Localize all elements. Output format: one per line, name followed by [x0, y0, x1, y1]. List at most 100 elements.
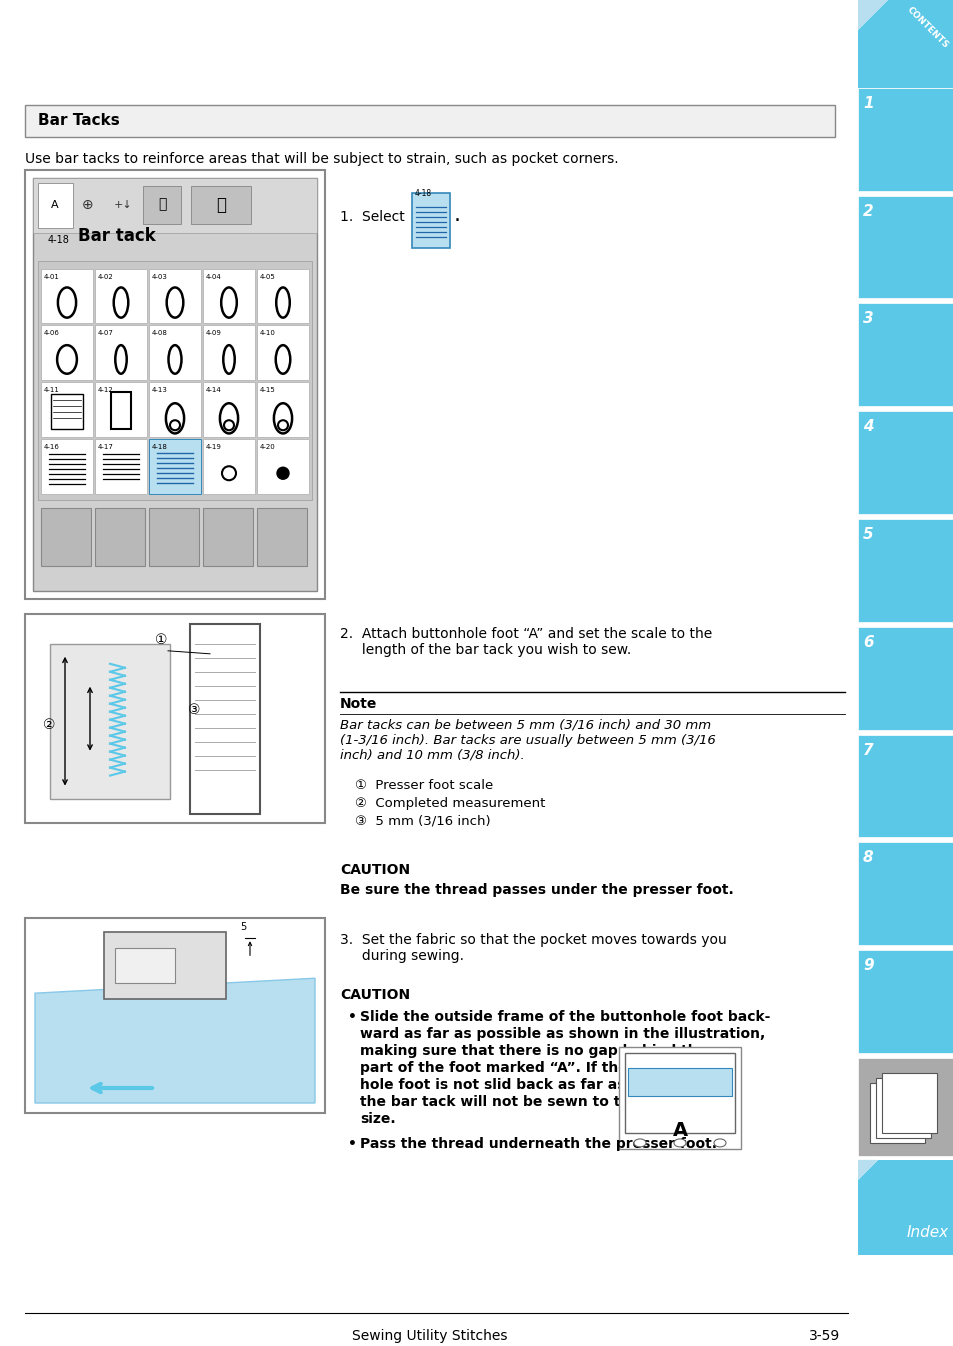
FancyBboxPatch shape	[627, 1069, 731, 1096]
Text: 4-19: 4-19	[206, 444, 222, 450]
FancyBboxPatch shape	[33, 178, 316, 233]
Text: making sure that there is no gap behind the: making sure that there is no gap behind …	[359, 1044, 706, 1058]
Text: 4-09: 4-09	[206, 330, 222, 336]
FancyBboxPatch shape	[149, 507, 199, 565]
Text: 2: 2	[862, 203, 873, 218]
FancyBboxPatch shape	[203, 382, 254, 437]
Text: •: •	[348, 1010, 356, 1024]
Text: 4-05: 4-05	[260, 273, 275, 280]
FancyBboxPatch shape	[33, 178, 316, 591]
Text: 4-02: 4-02	[98, 273, 113, 280]
Text: A: A	[672, 1121, 687, 1140]
Text: 4-12: 4-12	[98, 388, 113, 393]
Polygon shape	[857, 0, 953, 87]
FancyBboxPatch shape	[618, 1047, 740, 1149]
Text: Bar tacks can be between 5 mm (3/16 inch) and 30 mm
(1-3/16 inch). Bar tacks are: Bar tacks can be between 5 mm (3/16 inch…	[339, 719, 715, 762]
Text: +↓: +↓	[113, 199, 132, 210]
FancyBboxPatch shape	[190, 623, 260, 813]
Text: Bar tack: Bar tack	[78, 226, 155, 245]
Text: 3: 3	[862, 311, 873, 327]
FancyBboxPatch shape	[869, 1084, 924, 1143]
Polygon shape	[857, 1058, 953, 1156]
Text: ward as far as possible as shown in the illustration,: ward as far as possible as shown in the …	[359, 1027, 764, 1040]
FancyBboxPatch shape	[412, 192, 450, 248]
Text: Sewing Utility Stitches: Sewing Utility Stitches	[352, 1329, 507, 1342]
Text: 4-13: 4-13	[152, 388, 168, 393]
Text: 4-18: 4-18	[48, 234, 70, 245]
Text: 9: 9	[862, 958, 873, 973]
Text: •: •	[348, 1137, 356, 1151]
Polygon shape	[857, 950, 953, 1053]
Polygon shape	[857, 735, 953, 837]
Text: 4-06: 4-06	[44, 330, 60, 336]
Text: 4-15: 4-15	[260, 388, 275, 393]
FancyBboxPatch shape	[95, 326, 147, 381]
FancyBboxPatch shape	[95, 382, 147, 437]
Text: Note: Note	[339, 697, 377, 711]
Text: 4-07: 4-07	[98, 330, 113, 336]
FancyBboxPatch shape	[41, 268, 92, 323]
FancyBboxPatch shape	[25, 918, 325, 1113]
Polygon shape	[857, 627, 953, 730]
Polygon shape	[857, 1160, 953, 1254]
Polygon shape	[857, 195, 953, 299]
FancyBboxPatch shape	[149, 439, 201, 494]
FancyBboxPatch shape	[256, 326, 309, 381]
Text: Use bar tacks to reinforce areas that will be subject to strain, such as pocket : Use bar tacks to reinforce areas that wi…	[25, 152, 618, 166]
FancyBboxPatch shape	[95, 439, 147, 494]
FancyBboxPatch shape	[38, 183, 73, 227]
Text: CAUTION: CAUTION	[339, 863, 410, 878]
FancyBboxPatch shape	[256, 507, 307, 565]
FancyBboxPatch shape	[25, 170, 325, 599]
FancyBboxPatch shape	[41, 326, 92, 381]
Text: A: A	[51, 199, 59, 210]
Text: 4-04: 4-04	[206, 273, 221, 280]
Text: 4-14: 4-14	[206, 388, 221, 393]
Text: CONTENTS: CONTENTS	[904, 5, 949, 50]
Text: 🔒: 🔒	[157, 198, 166, 211]
Text: 6: 6	[862, 635, 873, 650]
Text: ①: ①	[154, 633, 168, 647]
FancyBboxPatch shape	[115, 949, 174, 983]
Text: 4-16: 4-16	[44, 444, 60, 450]
Text: ③: ③	[188, 703, 200, 716]
Text: part of the foot marked “A”. If the button-: part of the foot marked “A”. If the butt…	[359, 1061, 690, 1075]
FancyBboxPatch shape	[95, 268, 147, 323]
Text: 4: 4	[862, 419, 873, 435]
Text: ①  Presser foot scale: ① Presser foot scale	[355, 778, 493, 791]
Text: CAUTION: CAUTION	[339, 988, 410, 1003]
Text: Be sure the thread passes under the presser foot.: Be sure the thread passes under the pres…	[339, 883, 733, 898]
Text: Slide the outside frame of the buttonhole foot back-: Slide the outside frame of the buttonhol…	[359, 1010, 770, 1024]
Text: 4-03: 4-03	[152, 273, 168, 280]
Ellipse shape	[673, 1139, 685, 1147]
Text: 4-18: 4-18	[152, 444, 168, 450]
FancyBboxPatch shape	[203, 326, 254, 381]
FancyBboxPatch shape	[143, 186, 181, 223]
Polygon shape	[857, 303, 953, 406]
FancyBboxPatch shape	[41, 382, 92, 437]
Text: Pass the thread underneath the presser foot.: Pass the thread underneath the presser f…	[359, 1137, 717, 1151]
Polygon shape	[857, 520, 953, 622]
FancyBboxPatch shape	[203, 507, 253, 565]
Polygon shape	[35, 979, 314, 1102]
Text: 4-08: 4-08	[152, 330, 168, 336]
FancyBboxPatch shape	[41, 439, 92, 494]
Text: 4-18: 4-18	[415, 188, 432, 198]
Text: 4-01: 4-01	[44, 273, 60, 280]
Text: 4-11: 4-11	[44, 388, 60, 393]
FancyBboxPatch shape	[256, 268, 309, 323]
Text: Bar Tacks: Bar Tacks	[38, 113, 120, 128]
FancyBboxPatch shape	[95, 507, 145, 565]
Text: .: .	[454, 205, 460, 225]
Ellipse shape	[276, 467, 289, 479]
FancyBboxPatch shape	[25, 105, 834, 137]
FancyBboxPatch shape	[149, 382, 201, 437]
FancyBboxPatch shape	[25, 614, 325, 824]
FancyBboxPatch shape	[882, 1073, 936, 1133]
FancyBboxPatch shape	[256, 382, 309, 437]
FancyBboxPatch shape	[149, 268, 201, 323]
Text: hole foot is not slid back as far as possible,: hole foot is not slid back as far as pos…	[359, 1078, 700, 1092]
FancyBboxPatch shape	[203, 439, 254, 494]
Text: 4-17: 4-17	[98, 444, 113, 450]
Text: 7: 7	[862, 743, 873, 758]
